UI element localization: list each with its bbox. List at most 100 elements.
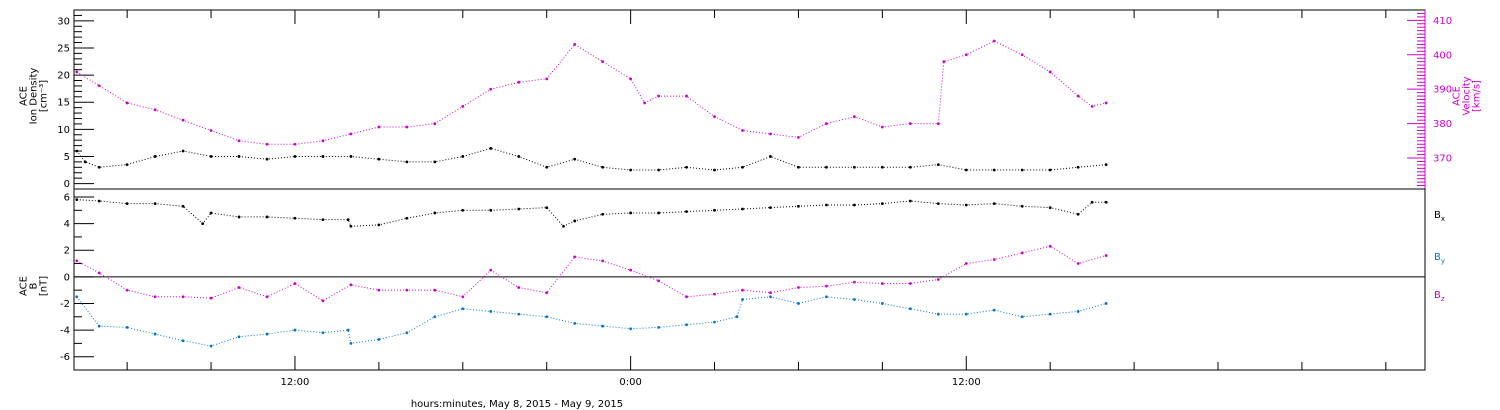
data-point bbox=[517, 80, 521, 84]
data-point bbox=[936, 202, 940, 206]
data-point bbox=[293, 216, 297, 220]
data-point bbox=[265, 157, 269, 161]
data-point bbox=[825, 165, 828, 169]
velocity-tick-label: 390 bbox=[1433, 85, 1452, 96]
field-axis-title-line: [nT] bbox=[39, 276, 50, 296]
data-point bbox=[880, 165, 884, 169]
data-point bbox=[153, 155, 157, 158]
x-tick-label: 12:00 bbox=[952, 377, 981, 388]
data-point bbox=[517, 207, 521, 211]
data-point bbox=[377, 157, 381, 161]
series-trace bbox=[76, 199, 1107, 227]
data-point bbox=[992, 308, 996, 312]
legend-subscript: z bbox=[1441, 295, 1445, 303]
data-point bbox=[685, 165, 688, 169]
density-tick-label: 25 bbox=[57, 43, 70, 54]
velocity-axis-title-line: [km/s] bbox=[1472, 80, 1483, 112]
data-point bbox=[1104, 254, 1108, 257]
data-point bbox=[1104, 302, 1108, 305]
x-axis-label: hours:minutes, May 8, 2015 - May 9, 2015 bbox=[411, 399, 623, 410]
data-point bbox=[964, 312, 968, 316]
data-point bbox=[797, 302, 800, 305]
data-point bbox=[1048, 312, 1052, 316]
data-point bbox=[1020, 315, 1024, 319]
data-point bbox=[293, 328, 297, 332]
data-point bbox=[1048, 168, 1052, 172]
series-trace bbox=[76, 245, 1107, 302]
data-point bbox=[433, 315, 437, 319]
data-point bbox=[405, 216, 409, 220]
data-point bbox=[346, 218, 350, 222]
data-point bbox=[601, 212, 605, 216]
velocity-tick-label: 410 bbox=[1433, 16, 1452, 27]
data-point bbox=[461, 307, 465, 311]
data-point bbox=[685, 210, 688, 214]
data-point bbox=[265, 215, 269, 219]
data-point bbox=[75, 70, 79, 74]
data-point bbox=[545, 291, 549, 295]
density-axis-title: ACE Ion Density [cm⁻³] bbox=[19, 68, 50, 125]
legend-label: B bbox=[1434, 252, 1441, 263]
data-point bbox=[433, 160, 437, 164]
legend-by: By bbox=[1434, 252, 1445, 265]
data-point bbox=[377, 337, 381, 341]
data-point bbox=[75, 295, 79, 299]
series-trace bbox=[76, 40, 1107, 145]
legend-label: B bbox=[1434, 290, 1441, 301]
data-point bbox=[97, 199, 101, 203]
legend-bz: Bz bbox=[1434, 290, 1445, 303]
data-point bbox=[461, 155, 465, 158]
data-point bbox=[1048, 244, 1052, 248]
density-tick-label: 5 bbox=[64, 152, 70, 163]
density-tick-label: 20 bbox=[57, 71, 70, 82]
data-point bbox=[601, 165, 605, 169]
data-marks bbox=[75, 39, 1108, 348]
field-tick-label: 4 bbox=[64, 219, 70, 230]
field-tick-label: -2 bbox=[60, 299, 70, 310]
data-point bbox=[852, 298, 856, 301]
x-tick-label: 12:00 bbox=[281, 377, 310, 388]
data-point bbox=[769, 132, 772, 136]
data-point bbox=[908, 165, 912, 169]
velocity-axis-title-line: ACE bbox=[1452, 86, 1463, 106]
data-point bbox=[125, 326, 129, 329]
density-axis-title-line: ACE bbox=[19, 86, 30, 106]
data-point bbox=[265, 142, 269, 146]
data-point bbox=[125, 288, 129, 292]
data-point bbox=[1076, 262, 1080, 265]
density-tick-label: 0 bbox=[64, 179, 70, 190]
velocity-tick-label: 380 bbox=[1433, 119, 1452, 130]
top-panel-frame bbox=[73, 9, 1426, 190]
legend-subscript: y bbox=[1441, 257, 1445, 265]
data-point bbox=[825, 284, 828, 288]
velocity-tick-label: 370 bbox=[1433, 154, 1452, 165]
data-point bbox=[125, 202, 129, 206]
data-point bbox=[741, 165, 744, 169]
data-point bbox=[1020, 204, 1024, 208]
velocity-axis-title: ACE Velocity [km/s] bbox=[1452, 76, 1483, 115]
density-axis-title-line: [cm⁻³] bbox=[39, 80, 50, 112]
data-point bbox=[237, 155, 241, 158]
field-tick-label: -4 bbox=[60, 326, 70, 337]
data-point bbox=[265, 332, 269, 336]
data-point bbox=[153, 295, 157, 299]
velocity-axis-title-line: Velocity bbox=[1462, 76, 1473, 115]
data-point bbox=[964, 168, 968, 172]
field-axis-title-line: B bbox=[29, 282, 40, 289]
data-point bbox=[741, 288, 744, 292]
density-tick-label: 15 bbox=[57, 98, 70, 109]
bottom-panel-frame bbox=[73, 188, 1426, 371]
data-point bbox=[908, 199, 912, 203]
data-point bbox=[377, 125, 381, 129]
data-point bbox=[685, 94, 688, 98]
data-point bbox=[433, 288, 437, 292]
data-point bbox=[769, 206, 772, 210]
data-point bbox=[825, 295, 828, 299]
data-point bbox=[293, 155, 297, 158]
data-point bbox=[377, 288, 381, 292]
data-point bbox=[741, 298, 744, 301]
field-axis-title: ACE B [nT] bbox=[19, 276, 50, 296]
data-point bbox=[573, 255, 577, 259]
